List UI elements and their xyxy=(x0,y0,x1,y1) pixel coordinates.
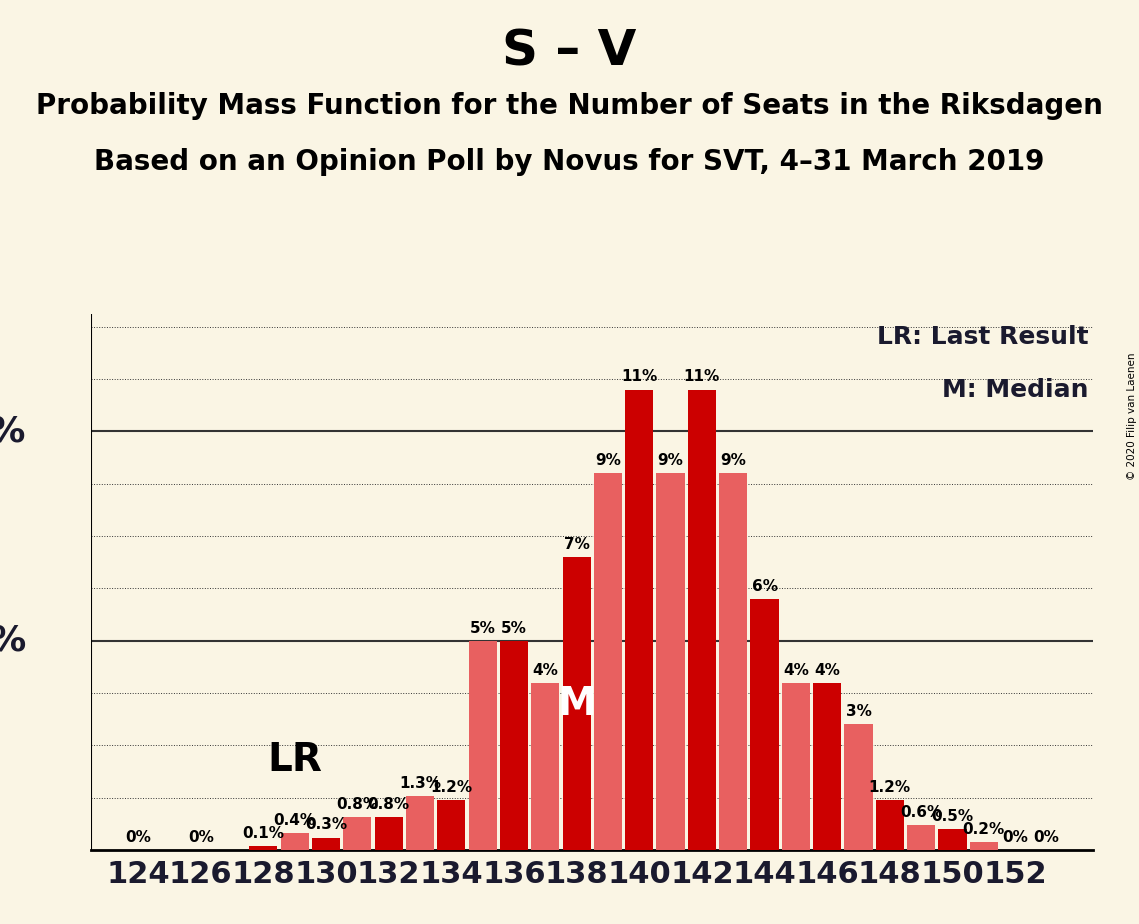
Text: 0.8%: 0.8% xyxy=(336,796,378,811)
Text: 7%: 7% xyxy=(564,537,590,552)
Bar xyxy=(249,845,278,850)
Text: LR: Last Result: LR: Last Result xyxy=(877,325,1089,349)
Text: M: M xyxy=(557,685,596,723)
Bar xyxy=(688,390,716,850)
Text: 4%: 4% xyxy=(782,663,809,677)
Bar xyxy=(876,800,904,850)
Text: 9%: 9% xyxy=(720,454,746,468)
Text: 0.1%: 0.1% xyxy=(243,826,285,841)
Text: LR: LR xyxy=(268,741,322,779)
Bar xyxy=(375,817,403,850)
Bar xyxy=(751,599,779,850)
Bar xyxy=(343,817,371,850)
Text: 0.3%: 0.3% xyxy=(305,818,347,833)
Text: 9%: 9% xyxy=(595,454,621,468)
Text: 0%: 0% xyxy=(1033,830,1059,845)
Bar xyxy=(656,473,685,850)
Bar xyxy=(437,800,466,850)
Text: 0%: 0% xyxy=(188,830,214,845)
Text: 0.5%: 0.5% xyxy=(932,809,974,824)
Text: 10%: 10% xyxy=(0,414,26,448)
Text: M: Median: M: Median xyxy=(942,379,1089,403)
Text: 0.6%: 0.6% xyxy=(900,805,942,820)
Bar xyxy=(719,473,747,850)
Text: 1.3%: 1.3% xyxy=(399,775,441,791)
Text: Based on an Opinion Poll by Novus for SVT, 4–31 March 2019: Based on an Opinion Poll by Novus for SV… xyxy=(95,148,1044,176)
Bar xyxy=(468,640,497,850)
Bar xyxy=(907,825,935,850)
Text: 5%: 5% xyxy=(501,621,527,636)
Text: 6%: 6% xyxy=(752,578,778,594)
Bar xyxy=(312,837,341,850)
Bar xyxy=(625,390,654,850)
Bar xyxy=(563,557,591,850)
Text: S – V: S – V xyxy=(502,28,637,76)
Text: 0.8%: 0.8% xyxy=(368,796,410,811)
Bar xyxy=(500,640,528,850)
Bar xyxy=(781,683,810,850)
Text: 0.4%: 0.4% xyxy=(273,813,316,828)
Text: 4%: 4% xyxy=(814,663,841,677)
Bar xyxy=(939,829,967,850)
Text: 5%: 5% xyxy=(469,621,495,636)
Text: 1.2%: 1.2% xyxy=(431,780,473,795)
Bar xyxy=(844,724,872,850)
Bar xyxy=(813,683,842,850)
Text: © 2020 Filip van Laenen: © 2020 Filip van Laenen xyxy=(1126,352,1137,480)
Text: 0%: 0% xyxy=(1002,830,1029,845)
Text: 9%: 9% xyxy=(657,454,683,468)
Text: 11%: 11% xyxy=(621,370,657,384)
Text: Probability Mass Function for the Number of Seats in the Riksdagen: Probability Mass Function for the Number… xyxy=(36,92,1103,120)
Text: 5%: 5% xyxy=(0,624,26,658)
Text: 4%: 4% xyxy=(532,663,558,677)
Bar xyxy=(405,796,434,850)
Text: 1.2%: 1.2% xyxy=(869,780,911,795)
Bar xyxy=(531,683,559,850)
Bar xyxy=(593,473,622,850)
Text: 3%: 3% xyxy=(845,704,871,720)
Text: 11%: 11% xyxy=(683,370,720,384)
Bar xyxy=(280,833,309,850)
Text: 0.2%: 0.2% xyxy=(962,821,1005,837)
Text: 0%: 0% xyxy=(125,830,151,845)
Bar xyxy=(969,842,998,850)
